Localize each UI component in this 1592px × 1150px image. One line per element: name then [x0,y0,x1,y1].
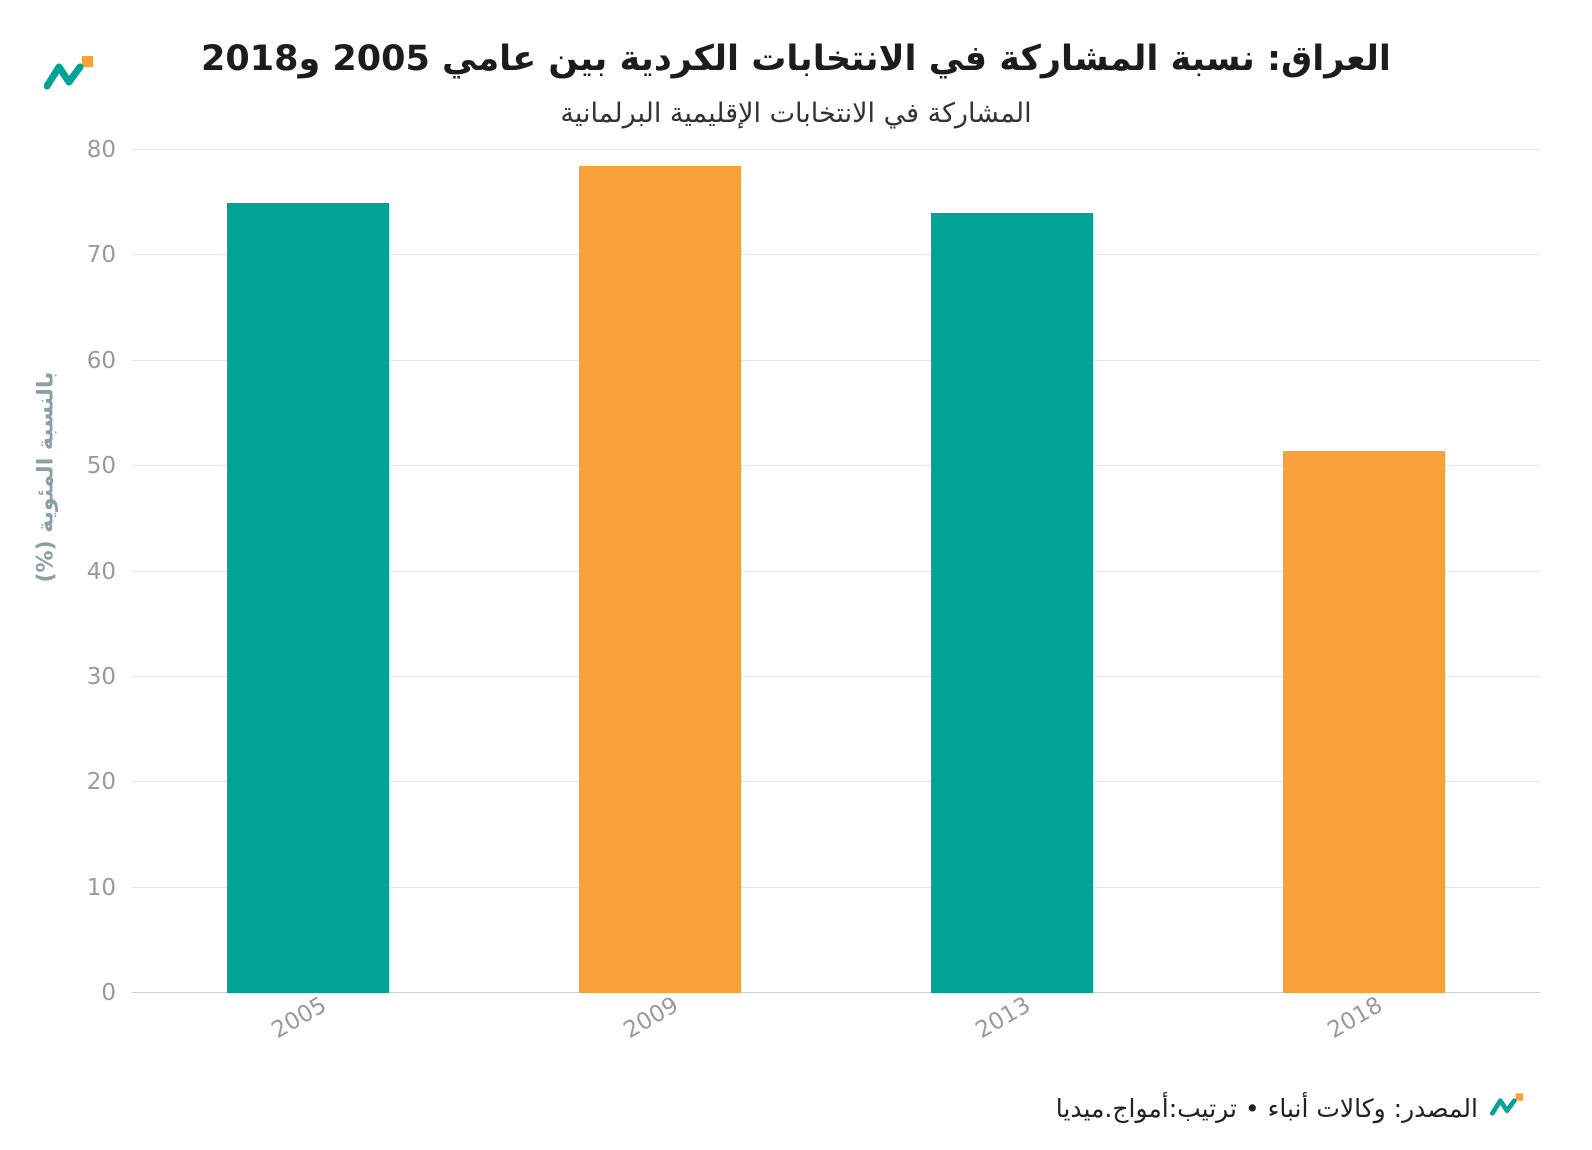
gridline-10 [132,886,1540,888]
gridline-70 [132,254,1540,256]
y-tick-label-50: 50 [86,453,116,480]
gridline-60 [132,359,1540,361]
x-tick-label-2005: 2005 [267,992,332,1044]
bar-2018 [1283,451,1445,993]
footer: المصدر: وكالات أنباء • ترتيب:أمواج.ميديا [1056,1092,1524,1124]
y-tick-label-20: 20 [86,769,116,796]
gridline-0 [132,992,1540,993]
chart-subtitle: المشاركة في الانتخابات الإقليمية البرلما… [560,98,1032,130]
bar-2009 [579,165,741,993]
y-tick-label-40: 40 [86,558,116,585]
y-tick-label-70: 70 [86,242,116,269]
y-axis-label: بالنسبة المئوية (%) [33,371,59,583]
amwaj-media-logo-icon [43,54,94,100]
bar-2013 [931,213,1093,993]
y-tick-label-60: 60 [86,347,116,374]
gridline-80 [132,149,1540,150]
gridline-40 [132,570,1540,572]
source-text: المصدر: وكالات أنباء • ترتيب:أمواج.ميديا [1055,1093,1478,1123]
x-tick-label-2009: 2009 [619,992,684,1044]
gridline-30 [132,675,1540,677]
y-tick-label-0: 0 [101,980,116,1006]
chart-title: العراق: نسبة المشاركة في الانتخابات الكر… [201,39,1391,80]
x-tick-label-2013: 2013 [971,992,1036,1044]
y-tick-label-80: 80 [86,137,116,163]
gridline-20 [132,781,1540,783]
bar-2005 [227,202,389,993]
amwaj-media-logo-small-icon [1490,1092,1524,1124]
gridline-50 [132,465,1540,467]
x-tick-label-2018: 2018 [1323,992,1388,1044]
y-tick-label-30: 30 [86,663,116,690]
y-tick-label-10: 10 [86,874,116,901]
plot-area: 0 10 20 30 40 50 60 70 80 2005 2009 2013 2018 [87,137,1540,1044]
